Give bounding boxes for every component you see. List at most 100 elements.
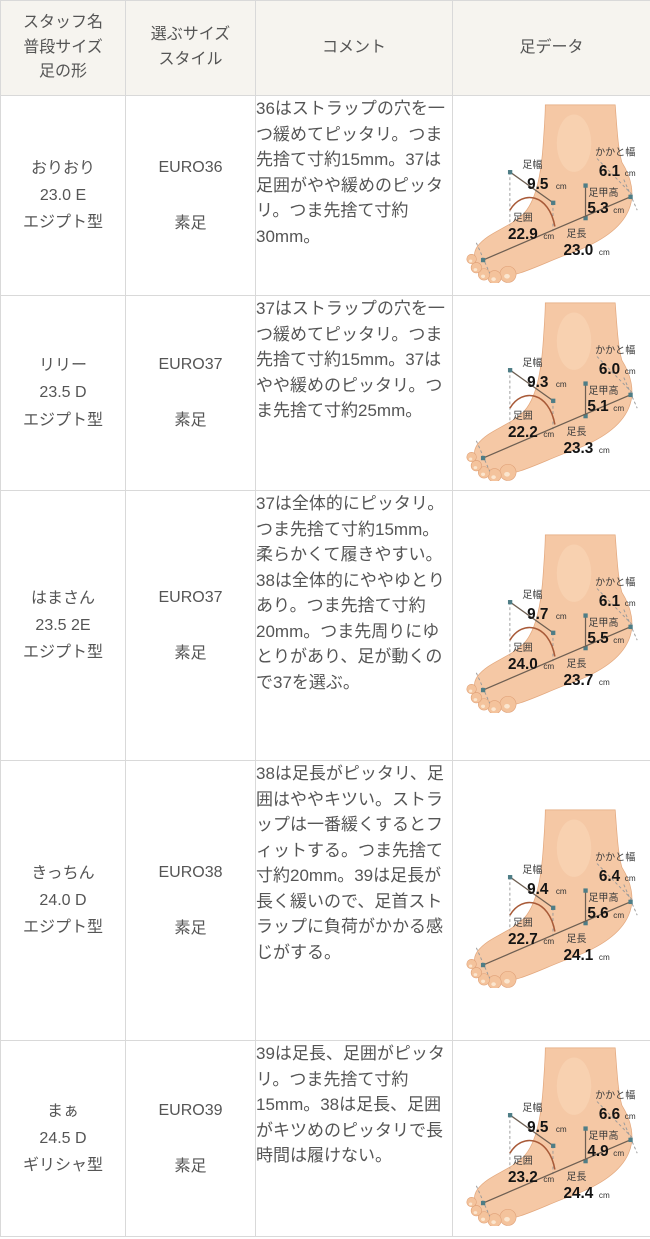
- unit-label: cm: [555, 887, 566, 896]
- unit-label: cm: [598, 1191, 609, 1200]
- table-row: おりおり 23.0 E エジプト型 EURO36 素足 36はストラップの穴を一…: [0, 95, 650, 296]
- table-row: まぁ 24.5 D ギリシャ型 EURO39 素足 39は足長、足囲がピッタリ。…: [0, 1040, 650, 1237]
- foot-length-label: 足長: [566, 658, 586, 670]
- style-label: 素足: [174, 412, 207, 429]
- unit-label: cm: [624, 599, 635, 608]
- foot-girth-value: 24.0: [507, 656, 537, 673]
- comment-cell: 37はストラップの穴を一つ緩めてピッタリ。つま先捨て寸約15mm。37はやや緩め…: [255, 295, 453, 491]
- chosen-size: EURO38: [158, 863, 223, 881]
- foot-girth-label: 足囲: [512, 212, 532, 224]
- chosen-size: EURO36: [158, 158, 223, 176]
- choice-cell: EURO36 素足: [125, 95, 256, 296]
- heel-width-label: かかと幅: [595, 343, 635, 356]
- unit-label: cm: [624, 366, 635, 375]
- header-choice: 選ぶサイズ スタイル: [125, 0, 256, 96]
- choice-cell: EURO39 素足: [125, 1040, 256, 1237]
- instep-height-label: 足甲高: [588, 616, 618, 629]
- foot-diagram: 足幅 9.5 cm かかと幅 6.1 cm 足甲高 5.3 cm 足囲 22.9…: [465, 104, 638, 285]
- unit-label: cm: [598, 446, 609, 455]
- unit-label: cm: [624, 874, 635, 883]
- foot-length-value: 23.3: [563, 440, 593, 457]
- heel-width-value: 6.1: [598, 593, 620, 610]
- unit-label: cm: [543, 1175, 554, 1184]
- unit-label: cm: [543, 662, 554, 671]
- instep-height-label: 足甲高: [588, 1129, 618, 1142]
- table-row: はまさん 23.5 2E エジプト型 EURO37 素足 37は全体的にピッタリ…: [0, 490, 650, 761]
- unit-label: cm: [555, 182, 566, 191]
- heel-width-value: 6.0: [598, 360, 619, 377]
- foot-girth-label: 足囲: [512, 642, 532, 654]
- heel-width-value: 6.1: [598, 163, 620, 180]
- foot-width-label: 足幅: [522, 158, 542, 171]
- unit-label: cm: [555, 380, 566, 389]
- unit-label: cm: [624, 169, 635, 178]
- staff-cell: きっちん 24.0 D エジプト型: [0, 760, 126, 1041]
- instep-height-value: 5.6: [587, 905, 608, 922]
- choice-cell: EURO37 素足: [125, 295, 256, 491]
- foot-length-label: 足長: [566, 1171, 586, 1183]
- foot-width-value: 9.4: [527, 881, 549, 898]
- heel-width-label: かかと幅: [595, 146, 635, 159]
- header-comment: コメント: [255, 0, 453, 96]
- foot-diagram: 足幅 9.3 cm かかと幅 6.0 cm 足甲高 5.1 cm 足囲 22.2…: [465, 301, 638, 483]
- chosen-size: EURO39: [158, 1101, 223, 1119]
- unit-label: cm: [543, 429, 554, 438]
- unit-label: cm: [555, 612, 566, 621]
- unit-label: cm: [598, 953, 609, 962]
- foot-data-cell: 足幅 9.5 cm かかと幅 6.6 cm 足甲高 4.9 cm 足囲 23.2…: [452, 1040, 650, 1237]
- comment-cell: 38は足長がピッタリ、足囲はややキツい。ストラップは一番緩くするとフィットする。…: [255, 760, 453, 1041]
- foot-data-cell: 足幅 9.4 cm かかと幅 6.4 cm 足甲高 5.6 cm 足囲 22.7…: [452, 760, 650, 1041]
- foot-data-cell: 足幅 9.7 cm かかと幅 6.1 cm 足甲高 5.5 cm 足囲 24.0…: [452, 490, 650, 761]
- choice-cell: EURO37 素足: [125, 490, 256, 761]
- instep-height-value: 5.5: [587, 630, 609, 647]
- foot-width-label: 足幅: [522, 356, 542, 369]
- foot-girth-value: 22.9: [507, 226, 537, 243]
- foot-width-value: 9.7: [527, 606, 548, 623]
- instep-height-label: 足甲高: [588, 383, 618, 396]
- foot-diagram: 足幅 9.4 cm かかと幅 6.4 cm 足甲高 5.6 cm 足囲 22.7…: [465, 809, 638, 990]
- staff-cell: おりおり 23.0 E エジプト型: [0, 95, 126, 296]
- instep-height-value: 5.1: [587, 398, 609, 415]
- foot-diagram: 足幅 9.5 cm かかと幅 6.6 cm 足甲高 4.9 cm 足囲 23.2…: [465, 1047, 638, 1228]
- header-foot-data: 足データ: [452, 0, 650, 96]
- comment-cell: 37は全体的にピッタリ。つま先捨て寸約15mm。柔らかくて履きやすい。38は全体…: [255, 490, 453, 761]
- unit-label: cm: [543, 232, 554, 241]
- unit-label: cm: [613, 911, 624, 920]
- unit-label: cm: [613, 636, 624, 645]
- table-header-row: スタッフ名 普段サイズ 足の形 選ぶサイズ スタイル コメント 足データ: [0, 0, 650, 96]
- foot-data-cell: 足幅 9.3 cm かかと幅 6.0 cm 足甲高 5.1 cm 足囲 22.2…: [452, 295, 650, 491]
- instep-height-value: 5.3: [587, 200, 608, 217]
- comment-cell: 36はストラップの穴を一つ緩めてピッタリ。つま先捨て寸約15mm。37は足囲がや…: [255, 95, 453, 296]
- foot-girth-label: 足囲: [512, 409, 532, 421]
- foot-width-value: 9.3: [527, 374, 548, 391]
- instep-height-label: 足甲高: [588, 891, 618, 904]
- style-label: 素足: [174, 644, 207, 662]
- foot-width-value: 9.5: [527, 176, 549, 193]
- unit-label: cm: [555, 1125, 566, 1134]
- foot-girth-value: 22.7: [507, 931, 537, 948]
- table-row: きっちん 24.0 D エジプト型 EURO38 素足 38は足長がピッタリ、足…: [0, 760, 650, 1041]
- unit-label: cm: [613, 404, 624, 413]
- style-label: 素足: [174, 214, 207, 232]
- foot-length-label: 足長: [566, 228, 586, 240]
- foot-girth-value: 22.2: [507, 423, 537, 440]
- foot-length-value: 23.0: [563, 242, 593, 259]
- foot-width-value: 9.5: [527, 1119, 549, 1136]
- choice-cell: EURO38 素足: [125, 760, 256, 1041]
- foot-width-label: 足幅: [522, 863, 542, 876]
- heel-width-label: かかと幅: [595, 851, 635, 864]
- heel-width-label: かかと幅: [595, 576, 635, 589]
- table-row: リリー 23.5 D エジプト型 EURO37 素足 37はストラップの穴を一つ…: [0, 295, 650, 491]
- staff-cell: まぁ 24.5 D ギリシャ型: [0, 1040, 126, 1237]
- foot-girth-label: 足囲: [512, 1155, 532, 1167]
- unit-label: cm: [613, 206, 624, 215]
- unit-label: cm: [598, 678, 609, 687]
- heel-width-label: かかと幅: [595, 1089, 635, 1102]
- foot-length-label: 足長: [566, 933, 586, 945]
- heel-width-value: 6.4: [598, 868, 620, 885]
- foot-width-label: 足幅: [522, 588, 542, 601]
- unit-label: cm: [543, 937, 554, 946]
- unit-label: cm: [624, 1112, 635, 1121]
